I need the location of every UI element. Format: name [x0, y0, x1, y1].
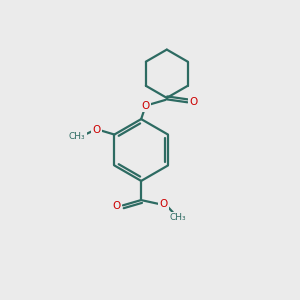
- Text: O: O: [189, 97, 197, 107]
- Text: O: O: [92, 125, 100, 135]
- Text: O: O: [160, 200, 168, 209]
- Text: CH₃: CH₃: [170, 213, 186, 222]
- Text: O: O: [142, 101, 150, 111]
- Text: CH₃: CH₃: [69, 132, 85, 141]
- Text: O: O: [112, 201, 121, 211]
